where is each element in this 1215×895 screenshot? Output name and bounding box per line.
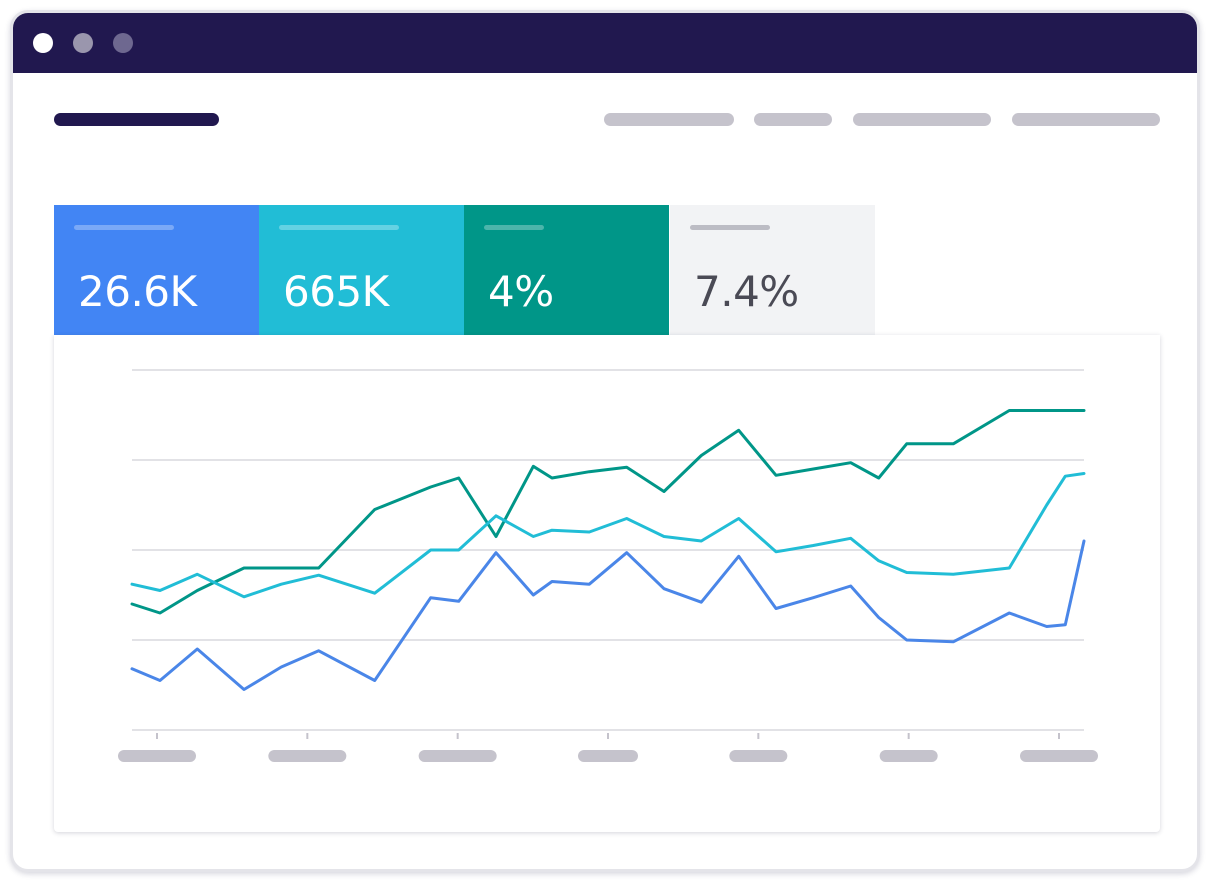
maximize-dot[interactable] bbox=[113, 33, 133, 53]
metric-card-1[interactable]: 26.6K bbox=[54, 205, 259, 335]
metric-card-3[interactable]: 4% bbox=[464, 205, 669, 335]
metric-value: 7.4% bbox=[694, 267, 799, 316]
nav-item-2[interactable] bbox=[754, 113, 832, 126]
series-line-2 bbox=[130, 472, 1086, 599]
x-tick-label-placeholder bbox=[578, 750, 638, 762]
metric-value: 4% bbox=[488, 267, 554, 316]
metric-label-placeholder bbox=[279, 225, 399, 230]
series-line-1 bbox=[130, 409, 1086, 615]
line-chart-panel bbox=[54, 335, 1160, 832]
logo-placeholder[interactable] bbox=[54, 113, 219, 126]
metric-label-placeholder bbox=[690, 225, 770, 230]
x-tick-label-placeholder bbox=[879, 750, 938, 762]
nav-item-3[interactable] bbox=[853, 113, 991, 126]
x-tick-label-placeholder bbox=[1020, 750, 1098, 762]
close-dot[interactable] bbox=[33, 33, 53, 53]
metric-label-placeholder bbox=[484, 225, 544, 230]
metric-card-4[interactable]: 7.4% bbox=[670, 205, 875, 335]
series-line-3 bbox=[130, 539, 1086, 691]
metric-value: 26.6K bbox=[78, 267, 197, 316]
x-tick-label-placeholder bbox=[118, 750, 196, 762]
nav-item-4[interactable] bbox=[1012, 113, 1160, 126]
x-tick-label-placeholder bbox=[729, 750, 788, 762]
nav-item-1[interactable] bbox=[604, 113, 734, 126]
window-titlebar bbox=[13, 13, 1197, 73]
metric-card-2[interactable]: 665K bbox=[259, 205, 464, 335]
minimize-dot[interactable] bbox=[73, 33, 93, 53]
metric-label-placeholder bbox=[74, 225, 174, 230]
app-window: 26.6K 665K 4% 7.4% bbox=[10, 10, 1200, 872]
x-tick-label-placeholder bbox=[268, 750, 347, 762]
line-chart bbox=[118, 369, 1098, 762]
x-tick-label-placeholder bbox=[418, 750, 497, 762]
metric-value: 665K bbox=[283, 267, 389, 316]
